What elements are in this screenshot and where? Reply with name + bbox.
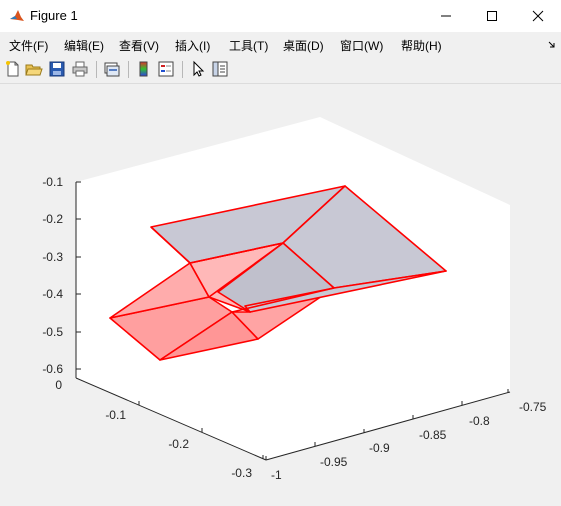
print-icon[interactable] [71, 60, 89, 78]
x-tick-label: -0.85 [419, 428, 447, 442]
menu-view[interactable]: 查看(V) [119, 39, 159, 53]
dock-arrow-icon[interactable] [548, 41, 556, 49]
figure-canvas[interactable]: -0.1 -0.2 -0.3 -0.4 -0.5 -0.6 0 -0.1 -0.… [0, 84, 561, 506]
toolbar [0, 56, 561, 84]
close-button[interactable] [515, 0, 561, 32]
patch-edge [231, 287, 335, 313]
maximize-icon [487, 11, 497, 21]
menu-file[interactable]: 文件(F) [9, 39, 49, 53]
x-axis [265, 389, 511, 461]
z-tick-label: -0.5 [42, 325, 63, 339]
z-axis [75, 181, 81, 378]
toolbar-separator [96, 61, 97, 78]
new-figure-icon[interactable] [4, 60, 22, 78]
gray-patch-strip [244, 270, 447, 313]
patch-edge [208, 242, 284, 298]
axes-3d[interactable]: -0.1 -0.2 -0.3 -0.4 -0.5 -0.6 0 -0.1 -0.… [0, 84, 561, 506]
menu-bar: 文件(F) 编辑(E) 查看(V) 插入(I) 工具(T) 桌面(D) 窗口(W… [0, 32, 561, 56]
menu-help[interactable]: 帮助(H) [401, 39, 442, 53]
property-inspector-icon[interactable] [211, 60, 229, 78]
menu-edit[interactable]: 编辑(E) [64, 39, 104, 53]
menu-tools[interactable]: 工具(T) [229, 39, 269, 53]
matlab-icon [9, 8, 25, 24]
x-tick-label: -0.75 [519, 400, 547, 414]
toolbar-separator [128, 61, 129, 78]
close-icon [532, 10, 544, 22]
y-tick-label: -0.2 [168, 437, 189, 451]
title-bar: Figure 1 [0, 0, 561, 32]
z-tick-label: -0.6 [42, 362, 63, 376]
menu-insert[interactable]: 插入(I) [175, 39, 211, 53]
z-tick-label: -0.1 [42, 175, 63, 189]
menu-desktop[interactable]: 桌面(D) [283, 39, 324, 53]
save-icon[interactable] [48, 60, 66, 78]
patch-edge [189, 242, 284, 264]
y-axis [75, 374, 267, 461]
link-plot-icon[interactable] [103, 60, 121, 78]
window-title: Figure 1 [30, 8, 78, 23]
surface-patches [109, 185, 447, 361]
patch-edge [150, 226, 191, 264]
y-tick-label: 0 [55, 378, 62, 392]
menu-window[interactable]: 窗口(W) [340, 39, 384, 53]
colorbar-icon[interactable] [135, 60, 153, 78]
z-tick-label: -0.2 [42, 212, 63, 226]
minimize-button[interactable] [423, 0, 469, 32]
open-file-icon[interactable] [25, 60, 43, 78]
y-tick-label: -0.3 [231, 466, 252, 480]
minimize-icon [441, 15, 451, 17]
toolbar-separator [182, 61, 183, 78]
maximize-button[interactable] [469, 0, 515, 32]
x-tick-label: -1 [271, 468, 282, 482]
y-tick-label: -0.1 [105, 408, 126, 422]
x-tick-label: -0.8 [469, 414, 490, 428]
z-tick-label: -0.4 [42, 287, 63, 301]
legend-icon[interactable] [157, 60, 175, 78]
x-tick-label: -0.9 [369, 441, 390, 455]
z-tick-label: -0.3 [42, 250, 63, 264]
pointer-icon[interactable] [189, 60, 207, 78]
x-tick-label: -0.95 [320, 455, 348, 469]
